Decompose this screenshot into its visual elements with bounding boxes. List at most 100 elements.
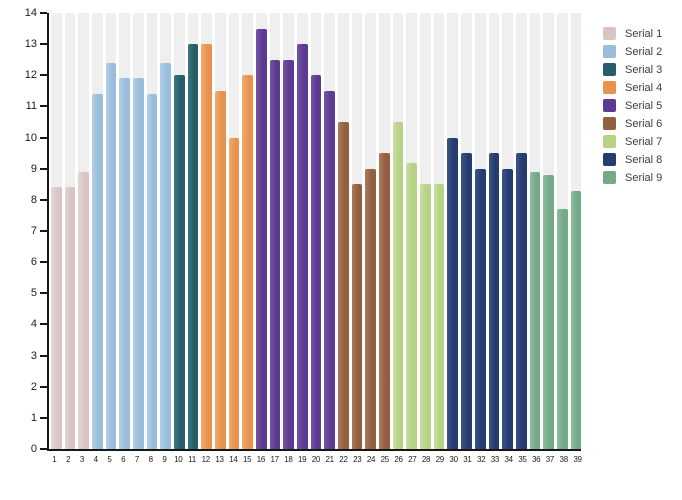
bar-serial-6-x23[interactable] <box>351 184 363 449</box>
column-stripe <box>105 13 117 449</box>
legend-label: Serial 5 <box>625 99 663 112</box>
x-tick-label: 14 <box>229 455 238 464</box>
legend-item-serial-6[interactable]: Serial 6 <box>603 117 662 130</box>
column-stripe <box>474 13 486 449</box>
bar-serial-8-x35[interactable] <box>515 153 527 449</box>
x-tick-label: 9 <box>162 455 167 464</box>
legend-label: Serial 2 <box>625 45 663 58</box>
column-stripe <box>215 13 226 449</box>
x-tick-label: 27 <box>408 455 417 464</box>
column-stripe <box>515 13 527 449</box>
column-stripe <box>201 13 213 449</box>
bar-serial-1-x1[interactable] <box>51 187 62 449</box>
bar-serial-5-x16[interactable] <box>256 28 267 449</box>
y-tick-label: 4 <box>30 318 37 331</box>
column-stripe <box>488 13 500 449</box>
bar-serial-8-x30[interactable] <box>447 137 459 449</box>
bar-serial-1-x3[interactable] <box>78 171 90 449</box>
column-stripe <box>433 13 445 449</box>
column-stripe <box>256 13 267 449</box>
x-tick-label: 37 <box>545 455 555 464</box>
legend-item-serial-8[interactable]: Serial 8 <box>603 153 662 166</box>
bar-serial-7-x26[interactable] <box>392 122 404 449</box>
x-tick-label: 11 <box>188 455 196 464</box>
legend-swatch-icon <box>603 135 616 148</box>
bar-serial-7-x29[interactable] <box>433 184 445 449</box>
bar-serial-3-x10[interactable] <box>174 75 185 449</box>
y-tick-label: 12 <box>24 69 37 82</box>
y-tick-label: 9 <box>30 162 37 175</box>
bar-serial-6-x25[interactable] <box>379 153 390 449</box>
column-stripe <box>529 13 541 449</box>
column-stripe <box>228 13 240 449</box>
x-tick-label: 25 <box>380 455 390 464</box>
y-axis-tick <box>40 416 47 419</box>
bar-serial-5-x20[interactable] <box>310 75 322 449</box>
bar-serial-8-x34[interactable] <box>502 168 513 449</box>
legend-item-serial-3[interactable]: Serial 3 <box>603 63 662 76</box>
bar-serial-4-x13[interactable] <box>215 90 226 449</box>
legend-item-serial-2[interactable]: Serial 2 <box>603 45 662 58</box>
y-tick-label: 1 <box>30 411 37 424</box>
legend-item-serial-5[interactable]: Serial 5 <box>603 99 662 112</box>
bar-serial-2-x4[interactable] <box>92 93 103 449</box>
bar-serial-9-x37[interactable] <box>543 174 554 449</box>
y-axis-tick <box>40 448 47 450</box>
column-stripe <box>556 13 568 449</box>
y-axis-tick <box>40 12 47 14</box>
y-axis-tick <box>40 198 47 201</box>
bar-serial-8-x33[interactable] <box>488 153 500 449</box>
bar-serial-9-x39[interactable] <box>570 190 582 449</box>
bar-serial-2-x5[interactable] <box>105 62 117 449</box>
bar-serial-1-x2[interactable] <box>64 187 76 449</box>
bar-serial-9-x38[interactable] <box>556 209 568 449</box>
x-tick-label: 35 <box>518 455 527 464</box>
legend: Serial 1 Serial 2 Serial 3 Serial 4 Serial 5… <box>603 27 662 189</box>
bar-serial-4-x12[interactable] <box>201 44 213 449</box>
y-tick-label: 3 <box>30 349 37 362</box>
bar-serial-9-x36[interactable] <box>529 171 541 449</box>
column-stripe <box>543 13 554 449</box>
bar-serial-5-x19[interactable] <box>297 44 308 449</box>
y-tick-label: 2 <box>30 380 37 393</box>
x-tick-label: 34 <box>504 455 513 464</box>
y-tick-label: 0 <box>30 443 37 455</box>
bar-serial-2-x9[interactable] <box>160 62 172 449</box>
bar-serial-2-x7[interactable] <box>133 78 144 449</box>
bar-serial-7-x28[interactable] <box>420 184 431 449</box>
legend-swatch-icon <box>603 27 616 40</box>
bar-serial-8-x32[interactable] <box>474 168 486 449</box>
legend-item-serial-1[interactable]: Serial 1 <box>603 27 662 40</box>
column-stripe <box>570 13 582 449</box>
bar-serial-5-x18[interactable] <box>283 59 295 449</box>
bar-serial-7-x27[interactable] <box>406 162 418 449</box>
legend-label: Serial 7 <box>625 135 663 148</box>
column-stripe <box>160 13 172 449</box>
bar-serial-8-x31[interactable] <box>461 153 472 449</box>
bar-serial-2-x6[interactable] <box>119 78 131 449</box>
column-stripe <box>119 13 131 449</box>
column-stripe <box>351 13 363 449</box>
bar-serial-5-x17[interactable] <box>269 59 281 449</box>
x-tick-label: 6 <box>121 455 126 464</box>
bar-serial-4-x15[interactable] <box>242 75 254 449</box>
y-axis-tick <box>40 43 47 46</box>
legend-item-serial-4[interactable]: Serial 4 <box>603 81 662 94</box>
x-tick-label: 15 <box>242 455 252 464</box>
bar-serial-3-x11[interactable] <box>187 44 199 449</box>
column-stripe <box>64 13 76 449</box>
x-tick-label: 19 <box>298 455 307 464</box>
bar-serial-6-x24[interactable] <box>365 168 377 449</box>
bar-serial-6-x22[interactable] <box>338 122 349 449</box>
column-stripe <box>51 13 62 449</box>
x-tick-label: 2 <box>66 455 71 464</box>
x-tick-label: 31 <box>463 455 472 464</box>
legend-item-serial-9[interactable]: Serial 9 <box>603 171 662 184</box>
column-stripe <box>92 13 103 449</box>
bar-serial-4-x14[interactable] <box>228 137 240 449</box>
y-tick-label: 6 <box>30 256 37 269</box>
bar-serial-2-x8[interactable] <box>146 93 158 449</box>
legend-swatch-icon <box>603 153 616 166</box>
legend-item-serial-7[interactable]: Serial 7 <box>603 135 662 148</box>
bar-serial-5-x21[interactable] <box>324 90 336 449</box>
